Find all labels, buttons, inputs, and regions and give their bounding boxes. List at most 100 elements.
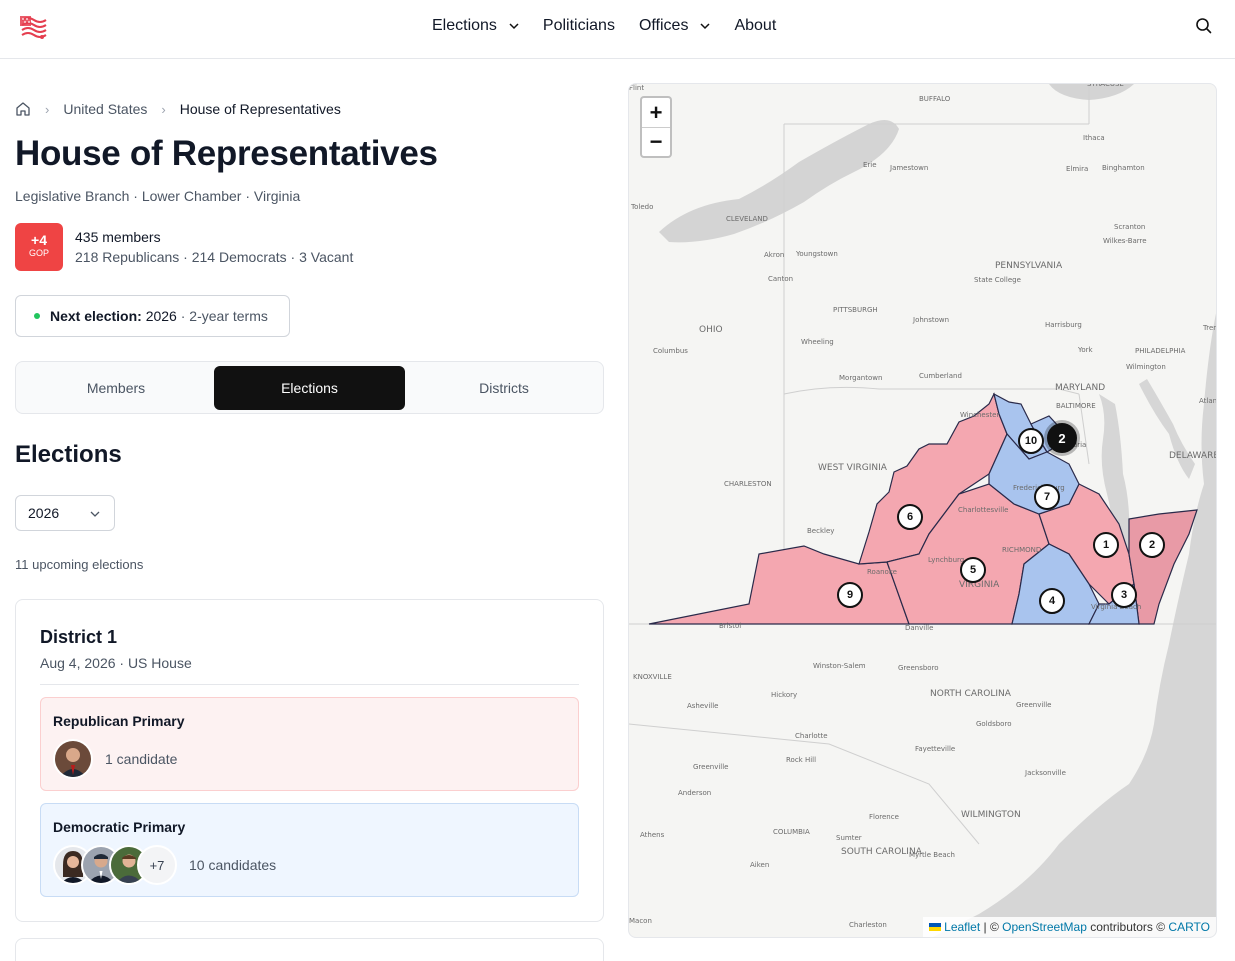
tab-members[interactable]: Members <box>86 380 146 396</box>
candidate-avatars: +7 <box>53 845 177 885</box>
district-marker[interactable]: 5 <box>960 557 986 583</box>
republican-primary[interactable]: Republican Primary 1 candidate <box>40 697 579 791</box>
zoom-in-button[interactable]: + <box>649 99 663 125</box>
map-place-label: Greensboro <box>898 664 939 672</box>
map-place-label: COLUMBIA <box>773 828 810 836</box>
map-place-label: MARYLAND <box>1055 383 1105 393</box>
map-place-label: York <box>1077 346 1094 354</box>
district-marker[interactable]: 9 <box>837 582 863 608</box>
map-place-label: BUFFALO <box>919 95 951 103</box>
district-marker[interactable]: 4 <box>1039 588 1065 614</box>
district-card[interactable] <box>15 938 604 961</box>
map-place-label: CHARLESTON <box>724 480 772 488</box>
map-place-label: Cumberland <box>919 372 962 380</box>
delaware-bay <box>1139 379 1195 479</box>
zoom-out-button[interactable]: − <box>642 127 670 156</box>
map-place-label: Morgantown <box>839 374 882 382</box>
map-place-label: Wilmington <box>1126 363 1166 371</box>
map-place-label: Erie <box>863 161 877 169</box>
district-marker[interactable]: 3 <box>1111 582 1137 608</box>
district-map[interactable]: Flint BUFFALO SYRACUSE Ithaca Elmira Binghamt… <box>628 83 1217 938</box>
carto-link[interactable]: CARTO <box>1168 920 1210 934</box>
map-place-label: KNOXVILLE <box>633 673 672 681</box>
district-marker[interactable]: 7 <box>1034 484 1060 510</box>
map-place-label: Winchester <box>960 411 999 419</box>
nav-offices[interactable]: Offices <box>639 17 711 35</box>
map-place-label: PENNSYLVANIA <box>995 261 1063 271</box>
chevron-down-icon <box>509 23 519 30</box>
flag-logo-icon[interactable] <box>16 10 48 42</box>
map-place-label: WILMINGTON <box>961 810 1021 820</box>
district-marker[interactable]: 10 <box>1018 428 1044 454</box>
district-card[interactable]: District 1 Aug 4, 2026 · US House Republ… <box>15 599 604 922</box>
map-place-label: Toledo <box>630 203 653 211</box>
badge-party: GOP <box>28 248 49 258</box>
map-place-label: Virginia Beach <box>1091 603 1141 611</box>
democratic-primary[interactable]: Democratic Primary +7 10 candidates <box>40 803 579 897</box>
map-place-label: Charlottesville <box>958 506 1008 514</box>
avatar <box>53 739 93 779</box>
map-place-label: Hickory <box>771 691 797 699</box>
zoom-control: + − <box>640 96 672 158</box>
lake-ontario <box>1049 84 1134 100</box>
map-place-label: Florence <box>869 813 899 821</box>
map-place-label: Anderson <box>678 789 711 797</box>
atlantic-ocean <box>933 313 1216 937</box>
chevron-down-icon <box>700 23 710 30</box>
ukraine-flag-icon <box>929 923 942 931</box>
map-place-label: Binghamton <box>1102 164 1145 172</box>
district-marker[interactable]: 6 <box>897 504 923 530</box>
map-place-label: Fayetteville <box>915 745 955 753</box>
map-place-label: Charleston <box>849 921 887 929</box>
map-canvas[interactable]: Flint BUFFALO SYRACUSE Ithaca Elmira Binghamt… <box>629 84 1217 938</box>
status-dot <box>34 313 40 319</box>
breadcrumb-united-states[interactable]: United States <box>63 101 148 117</box>
map-place-label: Elmira <box>1066 165 1088 173</box>
map-place-label: Sumter <box>836 834 862 842</box>
nav-about[interactable]: About <box>734 17 776 35</box>
map-place-label: Greenville <box>1016 701 1051 709</box>
search-icon[interactable] <box>1194 16 1214 36</box>
district-meta: Aug 4, 2026 · US House <box>40 655 192 671</box>
breadcrumb: › United States › House of Representativ… <box>15 100 341 118</box>
top-navbar: Elections Politicians Offices About <box>0 0 1235 59</box>
candidate-avatars <box>53 739 93 779</box>
map-place-label: Aiken <box>750 861 769 869</box>
nav-politicians-label: Politicians <box>542 17 615 34</box>
map-place-label: Lynchburg <box>928 556 964 564</box>
next-election-year: 2026 <box>145 308 177 324</box>
map-place-label: Wilkes-Barre <box>1103 237 1147 245</box>
divider <box>40 684 579 685</box>
page-title: House of Representatives <box>15 134 438 173</box>
map-place-label: Bristol <box>719 622 741 630</box>
district-title: District 1 <box>40 627 118 647</box>
map-place-label: NORTH CAROLINA <box>930 689 1012 699</box>
tab-districts[interactable]: Districts <box>479 380 529 396</box>
map-place-label: Ithaca <box>1083 134 1105 142</box>
osm-link[interactable]: OpenStreetMap <box>1002 920 1087 934</box>
map-place-label: Trenton <box>1202 324 1217 332</box>
map-place-label: Scranton <box>1114 223 1145 231</box>
home-icon[interactable] <box>15 101 31 117</box>
term-length: · 2-year terms <box>180 308 268 324</box>
nav-elections[interactable]: Elections <box>432 17 519 35</box>
map-place-label: Wheeling <box>801 338 834 346</box>
map-place-label: Roanoke <box>867 568 897 576</box>
nav-politicians[interactable]: Politicians <box>543 17 615 35</box>
members-count: 435 members <box>75 229 161 245</box>
candidate-count: 10 candidates <box>189 857 277 873</box>
year-select[interactable]: 2026 <box>15 495 115 531</box>
map-place-labels: Flint BUFFALO SYRACUSE Ithaca Elmira Binghamt… <box>629 84 1217 929</box>
district-marker[interactable]: 1 <box>1093 532 1119 558</box>
party-majority-badge: +4 GOP <box>15 223 63 271</box>
page-subtitle: Legislative Branch · Lower Chamber · Vir… <box>15 188 301 204</box>
more-candidates-badge: +7 <box>137 845 177 885</box>
next-election-pill: Next election: 2026 · 2-year terms <box>15 295 290 337</box>
map-place-label: Columbus <box>653 347 688 355</box>
leaflet-link[interactable]: Leaflet <box>944 920 981 934</box>
district-cluster-marker[interactable]: 2 <box>1047 423 1077 453</box>
map-place-label: Goldsboro <box>976 720 1011 728</box>
district-marker[interactable]: 2 <box>1139 532 1165 558</box>
tab-elections[interactable]: Elections <box>214 366 405 410</box>
map-place-label: PITTSBURGH <box>833 306 878 314</box>
